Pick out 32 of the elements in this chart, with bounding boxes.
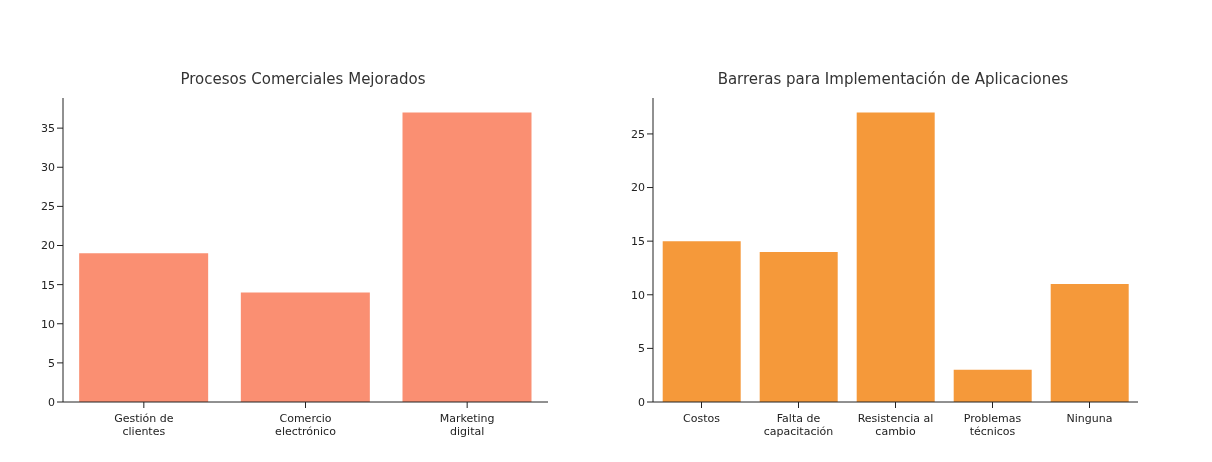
- y-tick-label: 10: [631, 288, 645, 302]
- x-tick-label: Costos: [683, 412, 721, 425]
- x-tick-label: Resistencia al cambio: [857, 412, 934, 438]
- x-tick-label: Ninguna: [1066, 412, 1113, 425]
- bar: [953, 369, 1032, 402]
- y-tick-label: 5: [638, 342, 645, 356]
- bar: [856, 112, 935, 402]
- bar: [240, 292, 370, 402]
- chart-title: Procesos Comerciales Mejorados: [179, 70, 427, 90]
- x-tick-label: Gestión de clientes: [114, 412, 174, 438]
- bar: [662, 241, 741, 402]
- y-tick-label: 25: [41, 200, 55, 214]
- chart-title: Barreras para Implementación de Aplicaciones: [716, 70, 1070, 90]
- bar: [402, 112, 532, 402]
- y-tick-label: 20: [631, 181, 645, 195]
- y-tick-label: 20: [41, 239, 55, 253]
- x-tick-label: Falta de capacitación: [763, 412, 834, 438]
- y-tick-label: 15: [41, 278, 55, 292]
- bar: [79, 253, 209, 402]
- bar: [1050, 284, 1129, 402]
- x-tick-label: Marketing digital: [439, 412, 495, 438]
- y-tick-label: 5: [48, 356, 55, 370]
- y-tick-label: 10: [41, 317, 55, 331]
- y-tick-label: 0: [638, 395, 645, 409]
- y-tick-label: 15: [631, 235, 645, 249]
- x-tick-label: Comercio electrónico: [275, 412, 337, 438]
- x-tick-label: Problemas técnicos: [963, 412, 1022, 438]
- y-tick-label: 0: [48, 395, 55, 409]
- y-tick-label: 25: [631, 127, 645, 141]
- y-tick-label: 35: [41, 122, 55, 136]
- y-tick-label: 30: [41, 161, 55, 175]
- bar: [759, 251, 838, 402]
